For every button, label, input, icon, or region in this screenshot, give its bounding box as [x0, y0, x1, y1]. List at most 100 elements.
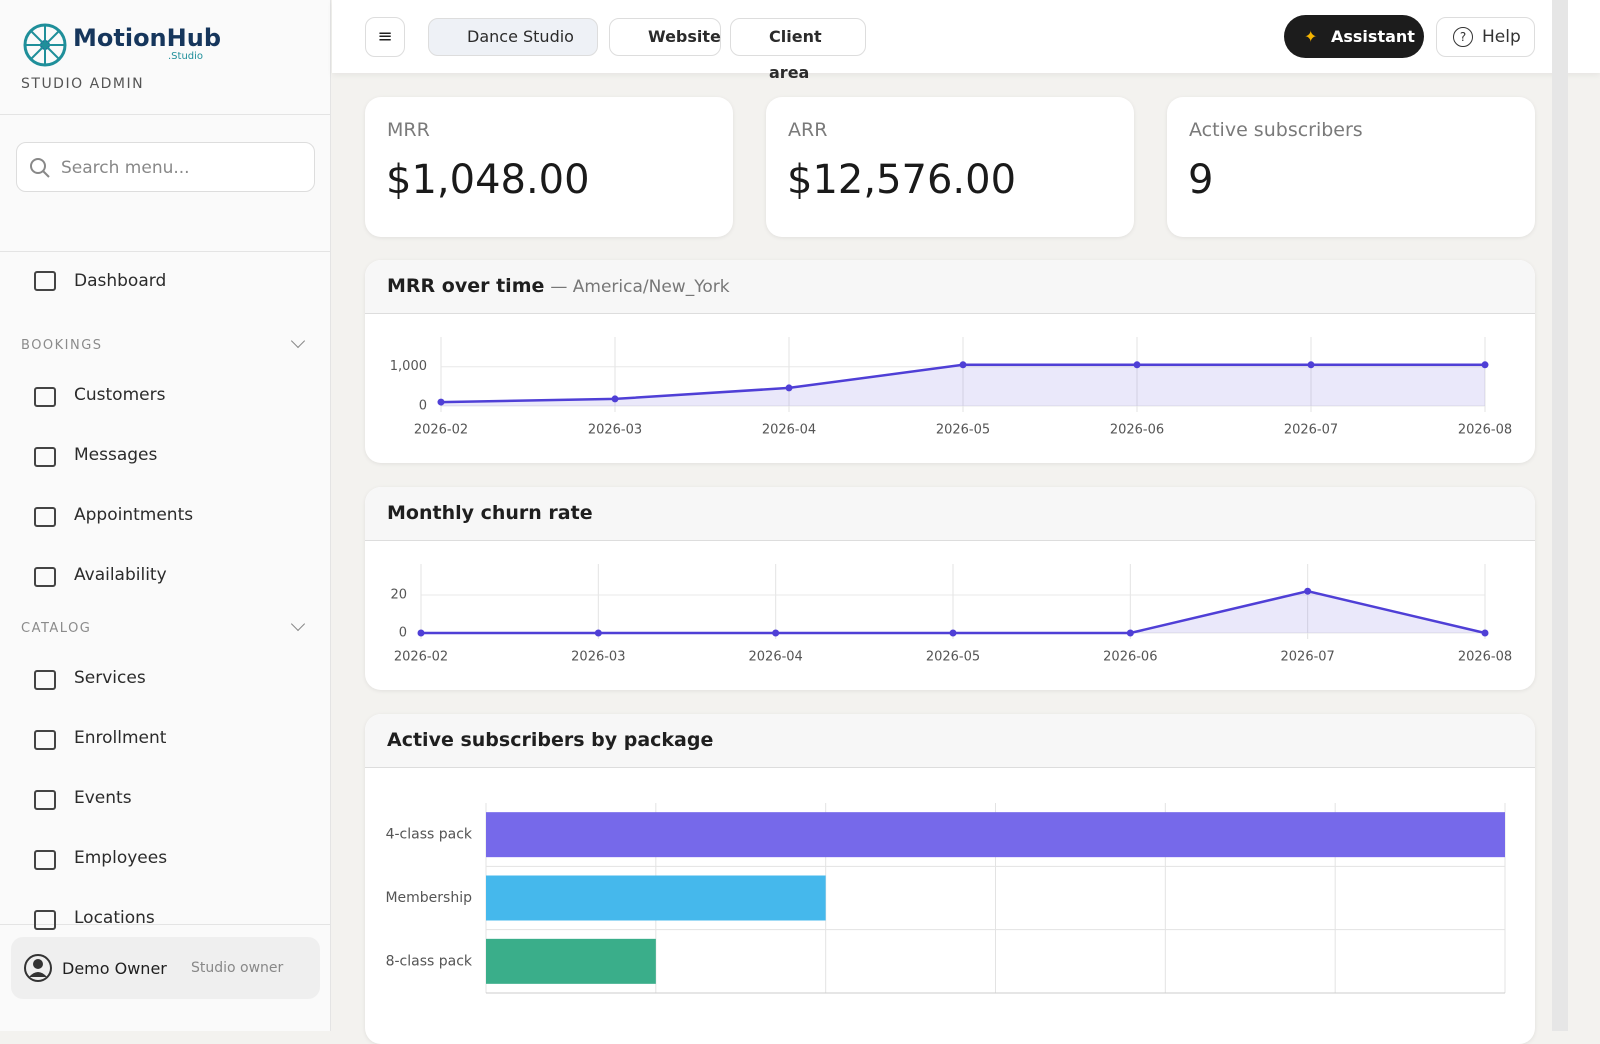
nav-icon — [34, 271, 56, 291]
help-label: Help — [1482, 27, 1521, 47]
brand: MotionHub — [73, 24, 221, 52]
point — [785, 384, 793, 392]
divider — [0, 114, 330, 115]
x-tick-label: 2026-03 — [588, 423, 642, 438]
section-chevron — [290, 616, 306, 632]
x-tick-label: 2026-08 — [1458, 650, 1512, 665]
point — [417, 629, 425, 637]
nav-item: Events — [74, 788, 132, 808]
website-button[interactable]: Website — [609, 18, 721, 56]
nav-item: Availability — [74, 565, 167, 585]
nav-icon — [34, 790, 56, 810]
search-box[interactable]: Search menu... — [16, 142, 315, 192]
x-tick-label: 2026-07 — [1284, 423, 1338, 438]
chart: 2026-02 2026-03 2026-04 2026-05 2026-06 2026-… — [390, 337, 1512, 438]
stat-label: MRR — [387, 119, 430, 141]
nav-icon — [34, 567, 56, 587]
bar — [486, 812, 1505, 858]
assistant-button[interactable]: ✦ Assistant — [1284, 15, 1424, 58]
nav-item: Locations — [74, 908, 155, 928]
logo — [23, 23, 67, 67]
stat-value: $12,576.00 — [787, 157, 1017, 203]
nav-icon — [34, 447, 56, 467]
x-tick-label: 2026-04 — [762, 423, 816, 438]
section-title: BOOKINGS — [21, 338, 103, 353]
client-area-button[interactable]: Client area — [730, 18, 866, 82]
nav-icon — [34, 670, 56, 690]
x-tick-label: 2026-08 — [1458, 423, 1512, 438]
chart-subtitle: — America/New_York — [550, 277, 730, 297]
nav-item: Customers — [74, 385, 166, 405]
point — [949, 629, 957, 637]
user-card[interactable]: Demo Owner Studio owner — [11, 937, 320, 999]
chart-card: Monthly churn rate 2026-02 2026-03 2026-04 2… — [365, 487, 1535, 690]
studio-button[interactable]: Dance Studio — [428, 18, 598, 56]
section-chevron — [290, 333, 306, 349]
x-tick-label: 2026-06 — [1103, 650, 1157, 665]
nav-icon — [34, 910, 56, 930]
x-tick-label: 2026-06 — [1110, 423, 1164, 438]
chart-title-text: Monthly churn rate — [387, 502, 593, 524]
point — [959, 361, 967, 369]
y-tick-label: 20 — [390, 588, 407, 603]
x-tick-label: 2026-03 — [571, 650, 625, 665]
section-title: CATALOG — [21, 621, 92, 636]
nav-icon — [34, 850, 56, 870]
y-tick-label: 0 — [399, 626, 407, 641]
chart-header: Monthly churn rate — [365, 487, 1535, 541]
y-tick-label: 0 — [419, 399, 427, 414]
x-tick-label: 2026-02 — [414, 423, 468, 438]
stat-value: 9 — [1188, 157, 1214, 203]
y-tick-label: 4-class pack — [386, 827, 473, 843]
y-tick-label: 8-class pack — [386, 953, 473, 969]
nav-icon — [34, 730, 56, 750]
stat-card: Active subscribers 9 — [1167, 97, 1535, 237]
y-tick-label: 1,000 — [390, 359, 427, 374]
point — [1133, 361, 1141, 369]
stat-card: MRR $1,048.00 — [365, 97, 733, 237]
chart-title-text: MRR over time — [387, 275, 545, 297]
user-name: Demo Owner — [62, 959, 167, 978]
chart-card: Active subscribers by package 4-class pac… — [365, 714, 1535, 1044]
line-area — [441, 364, 1485, 406]
stat-card: ARR $12,576.00 — [766, 97, 1134, 237]
point — [772, 629, 780, 637]
topbar: ≡ Dance Studio Website Client area ✦ Assi… — [332, 0, 1600, 82]
point — [1126, 629, 1134, 637]
search-placeholder: Search menu... — [61, 158, 190, 178]
x-tick-label: 2026-02 — [394, 650, 448, 665]
point — [611, 395, 619, 403]
stat-label: ARR — [788, 119, 828, 141]
x-tick-label: 2026-07 — [1281, 650, 1335, 665]
chart-header: MRR over time — America/New_York — [365, 260, 1535, 314]
help-button[interactable]: ? Help — [1436, 17, 1535, 57]
y-tick-label: Membership — [385, 890, 472, 906]
chart: 2026-02 2026-03 2026-04 2026-05 2026-06 2026-… — [390, 564, 1512, 665]
chart: 4-class pack Membership 8-class pack — [385, 803, 1506, 994]
chart-title: Active subscribers by package — [387, 729, 713, 751]
bar — [486, 938, 656, 984]
bar — [486, 875, 826, 921]
nav-item: Employees — [74, 848, 168, 868]
divider — [0, 924, 330, 925]
point — [594, 629, 602, 637]
stat-label: Active subscribers — [1189, 119, 1363, 141]
x-tick-label: 2026-04 — [749, 650, 803, 665]
nav-icon — [34, 507, 56, 527]
x-tick-label: 2026-05 — [926, 650, 980, 665]
nav-item: Services — [74, 668, 146, 688]
nav-item: Dashboard — [74, 271, 167, 291]
avatar — [24, 954, 52, 982]
line-area — [421, 591, 1485, 633]
point — [1307, 361, 1315, 369]
menu-button[interactable]: ≡ — [365, 17, 405, 57]
stat-value: $1,048.00 — [386, 157, 590, 203]
scrollbar[interactable] — [1552, 0, 1568, 1031]
nav-item: Enrollment — [74, 728, 167, 748]
x-tick-label: 2026-05 — [936, 423, 990, 438]
point — [1481, 361, 1489, 369]
search-icon — [30, 158, 50, 178]
nav-item: Appointments — [74, 505, 194, 525]
divider — [0, 251, 330, 252]
chart-title-text: Active subscribers by package — [387, 729, 714, 751]
